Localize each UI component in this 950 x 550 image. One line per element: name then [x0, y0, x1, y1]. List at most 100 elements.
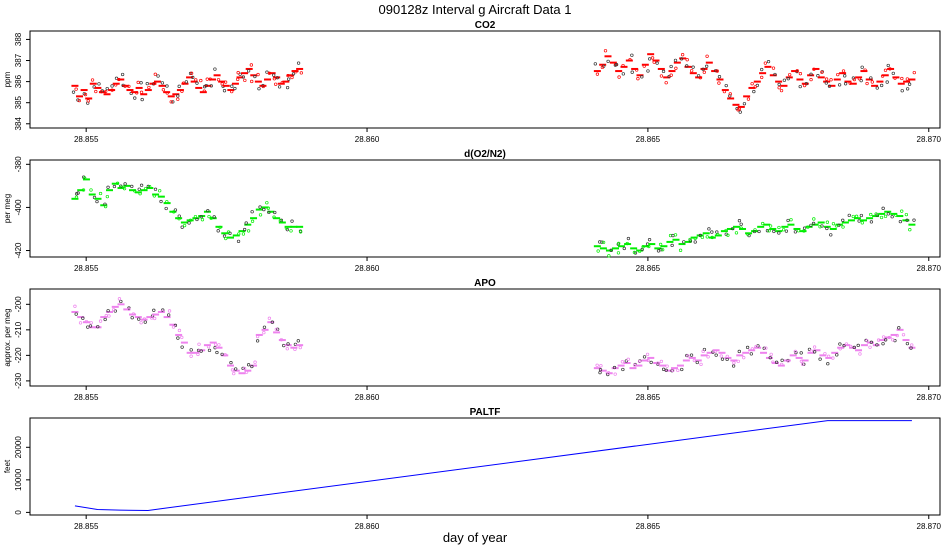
- d-o2-n2-raw-point: [825, 220, 830, 224]
- d-o2-n2-y-axis-label: per meg: [3, 194, 12, 223]
- apo-raw-point: [598, 371, 602, 375]
- apo-raw-point: [731, 364, 736, 368]
- co2-raw-point: [865, 81, 869, 86]
- co2-y-tick-label: 388: [14, 32, 23, 46]
- apo-raw-point: [831, 356, 835, 360]
- co2-raw-point: [195, 81, 199, 85]
- co2-raw-point: [246, 69, 251, 73]
- d-o2-n2-raw-point: [812, 217, 816, 221]
- apo-raw-point: [275, 327, 280, 331]
- d-o2-n2-raw-point: [841, 225, 845, 229]
- apo-raw-point: [262, 325, 267, 329]
- apo-raw-point: [626, 357, 630, 361]
- co2-raw-point: [869, 76, 873, 80]
- d-o2-n2-raw-point: [112, 184, 117, 189]
- d-o2-n2-raw-point: [656, 249, 661, 253]
- apo-y-tick-label: -220: [14, 347, 23, 364]
- d-o2-n2-raw-point: [660, 248, 665, 252]
- co2-raw-point: [652, 60, 656, 64]
- co2-raw-point: [290, 75, 294, 80]
- apo-raw-point: [96, 325, 100, 329]
- co2-raw-point: [249, 63, 254, 67]
- co2-raw-point: [94, 89, 98, 94]
- apo-raw-point: [901, 333, 906, 337]
- co2-raw-point: [905, 87, 910, 91]
- apo-raw-point: [818, 357, 822, 361]
- co2-raw-point: [176, 94, 180, 98]
- d-o2-n2-raw-point: [647, 238, 652, 242]
- d-o2-n2-raw-point: [76, 191, 80, 195]
- co2-raw-point: [169, 100, 173, 104]
- co2-raw-point: [299, 71, 303, 75]
- co2-raw-point: [824, 77, 829, 81]
- d-o2-n2-raw-point: [854, 214, 859, 218]
- co2-raw-point: [236, 71, 240, 75]
- d-o2-n2-raw-point: [874, 212, 878, 216]
- apo-raw-point: [598, 368, 603, 372]
- apo-x-tick-label: 28.855: [74, 393, 99, 402]
- co2-raw-point: [280, 81, 284, 85]
- apo-raw-point: [676, 368, 680, 373]
- co2-raw-point: [690, 69, 694, 73]
- co2-raw-point: [223, 80, 228, 84]
- apo-raw-point: [884, 338, 888, 342]
- paltf-x-tick-label: 28.860: [355, 522, 380, 531]
- apo-raw-point: [680, 367, 684, 372]
- d-o2-n2-raw-point: [802, 226, 807, 230]
- apo-raw-point: [659, 359, 664, 364]
- co2-raw-point: [885, 80, 889, 84]
- co2-raw-point: [669, 64, 673, 69]
- d-o2-n2-raw-point: [710, 235, 714, 240]
- d-o2-n2-raw-point: [724, 228, 728, 233]
- co2-raw-point: [717, 75, 722, 79]
- d-o2-n2-raw-point: [847, 213, 851, 218]
- apo-raw-point: [232, 371, 236, 376]
- apo-raw-point: [699, 362, 703, 367]
- co2-raw-point: [804, 82, 808, 86]
- apo-raw-point: [714, 353, 718, 357]
- co2-raw-point: [274, 82, 278, 86]
- co2-raw-point: [261, 84, 265, 89]
- apo-raw-point: [131, 312, 136, 316]
- apo-raw-point: [167, 309, 172, 313]
- apo-raw-point: [293, 347, 297, 352]
- co2-raw-point: [788, 73, 792, 77]
- d-o2-n2-raw-point: [786, 218, 790, 223]
- apo-raw-point: [298, 345, 302, 350]
- co2-raw-point: [90, 78, 95, 82]
- co2-raw-point: [628, 58, 632, 62]
- apo-raw-point: [117, 297, 122, 301]
- d-o2-n2-raw-point: [860, 221, 864, 225]
- apo-raw-point: [207, 348, 212, 353]
- co2-raw-point: [701, 67, 705, 71]
- d-o2-n2-raw-point: [226, 230, 231, 234]
- apo-raw-point: [826, 354, 831, 358]
- apo-raw-point: [88, 324, 93, 328]
- co2-raw-point: [650, 56, 655, 60]
- apo-raw-point: [742, 356, 746, 360]
- apo-raw-point: [84, 319, 89, 324]
- paltf-plot-frame: [29, 417, 941, 516]
- apo-raw-point: [255, 339, 260, 343]
- co2-raw-point: [238, 72, 242, 76]
- co2-raw-point: [635, 68, 639, 72]
- d-o2-n2-raw-point: [707, 227, 711, 231]
- d-o2-n2-raw-point: [182, 223, 187, 228]
- d-o2-n2-raw-point: [820, 224, 824, 228]
- apo-raw-point: [719, 354, 723, 358]
- d-o2-n2-raw-point: [737, 219, 742, 223]
- apo-raw-point: [217, 343, 221, 347]
- d-o2-n2-raw-point: [173, 208, 178, 212]
- apo-raw-point: [910, 343, 914, 347]
- apo-raw-point: [286, 342, 290, 346]
- d-o2-n2-raw-point: [831, 222, 836, 226]
- co2-y-axis-label: ppm: [3, 71, 12, 87]
- apo-raw-point: [127, 307, 131, 311]
- d-o2-n2-raw-point: [731, 226, 735, 231]
- co2-raw-point: [798, 84, 802, 89]
- apo-raw-point: [807, 347, 812, 351]
- d-o2-n2-raw-point: [216, 229, 220, 233]
- d-o2-n2-raw-point: [237, 232, 241, 236]
- apo-raw-point: [180, 335, 184, 340]
- co2-raw-point: [680, 53, 685, 57]
